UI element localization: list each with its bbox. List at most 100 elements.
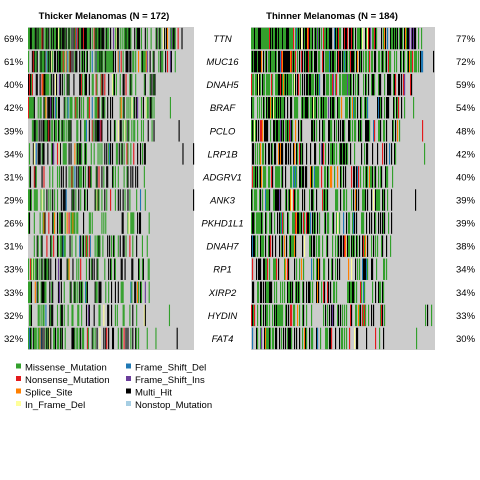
heatmap-cell (399, 73, 401, 96)
heatmap-cell (61, 73, 63, 96)
heatmap-cell (343, 120, 345, 142)
heatmap-cell (122, 235, 124, 257)
heatmap-cell (380, 97, 382, 119)
heatmap-cell (98, 120, 100, 142)
heatmap-cell (361, 212, 363, 234)
heatmap-cell (418, 27, 420, 50)
heatmap-cell (318, 258, 320, 280)
heatmap-cell (260, 166, 262, 188)
heatmap-cell (120, 327, 122, 350)
heatmap-cell (302, 281, 304, 304)
heatmap-cell (99, 235, 101, 257)
heatmap-cell (71, 166, 73, 188)
heatmap-cell (138, 258, 140, 280)
heatmap-cell (57, 27, 60, 50)
heatmap-cell (37, 281, 39, 304)
heatmap-cell (264, 258, 266, 280)
heatmap-cell (51, 97, 53, 119)
heatmap-cell (302, 97, 304, 119)
heatmap-cell (130, 166, 132, 188)
heatmap-cell (336, 212, 338, 234)
heatmap-cell (319, 235, 321, 257)
heatmap-cell (355, 120, 357, 142)
heatmap-cell (277, 189, 279, 211)
heatmap-cell (301, 143, 303, 165)
heatmap-cell (154, 73, 156, 96)
heatmap-cell (331, 97, 333, 119)
legend-label: Frame_Shift_Del (135, 363, 206, 374)
heatmap-cell (139, 143, 142, 165)
heatmap-cell (160, 27, 162, 50)
heatmap-cell (55, 97, 57, 119)
heatmap-cell (292, 212, 294, 234)
heatmap-cell (120, 120, 122, 142)
heatmap-cell (40, 50, 42, 73)
heatmap-cell (349, 212, 351, 234)
heatmap-cell (256, 73, 258, 96)
heatmap-cell (366, 27, 368, 50)
heatmap-cell (384, 304, 386, 327)
heatmap-cell (262, 235, 264, 257)
heatmap-cell (120, 143, 122, 165)
heatmap-cell (254, 166, 256, 188)
heatmap-cell (83, 143, 86, 165)
heatmap-cell (57, 97, 60, 119)
heatmap-cell (138, 50, 140, 73)
heatmap-cell (306, 327, 308, 350)
heatmap-cell (274, 212, 276, 234)
heatmap-cell (269, 212, 271, 234)
heatmap-cell (274, 50, 276, 73)
heatmap-cell (80, 27, 82, 50)
heatmap-cell (138, 212, 141, 234)
heatmap-cell (314, 50, 316, 73)
heatmap-cell (276, 166, 278, 188)
heatmap-cell (359, 258, 361, 280)
heatmap-cell (269, 73, 271, 96)
heatmap-cell (369, 120, 371, 142)
heatmap-cell (253, 166, 255, 188)
heatmap-cell (254, 189, 256, 211)
heatmap-cell (306, 73, 308, 96)
heatmap-cell (36, 120, 38, 142)
heatmap-cell (326, 27, 328, 50)
heatmap-cell (394, 143, 396, 165)
heatmap-cell (343, 189, 345, 211)
heatmap-cell (251, 97, 253, 119)
heatmap-cell (334, 281, 336, 304)
heatmap-cell (70, 281, 72, 304)
heatmap-cell (288, 327, 290, 350)
heatmap-cell (290, 27, 292, 50)
heatmap-cell (386, 50, 388, 73)
heatmap-cell (294, 304, 296, 327)
heatmap-cell (366, 327, 368, 350)
heatmap-cell (275, 304, 277, 327)
heatmap-cell (416, 327, 418, 350)
heatmap-cell (261, 50, 263, 73)
heatmap-cell (56, 143, 59, 165)
heatmap-cell (260, 327, 262, 350)
heatmap-cell (108, 304, 110, 327)
heatmap-cell (313, 97, 315, 119)
heatmap-cell (374, 166, 376, 188)
heatmap-cell (108, 143, 110, 165)
heatmap-cell (337, 166, 339, 188)
heatmap-cell (301, 166, 303, 188)
heatmap-cell (97, 143, 99, 165)
heatmap-cell (260, 258, 262, 280)
heatmap-cell (79, 97, 81, 119)
heatmap-cell (356, 327, 358, 350)
heatmap-cell (311, 235, 313, 257)
heatmap-cell (252, 50, 254, 73)
heatmap-cell (58, 27, 60, 50)
heatmap-cell (131, 212, 133, 234)
heatmap-cell (80, 235, 82, 257)
heatmap-cell (91, 212, 93, 234)
heatmap-cell (314, 143, 316, 165)
heatmap-cell (355, 258, 357, 280)
heatmap-cell (84, 189, 87, 211)
heatmap-cell (31, 258, 33, 280)
heatmap-cell (325, 97, 327, 119)
heatmap-cell (56, 27, 59, 50)
heatmap-cell (81, 27, 83, 50)
heatmap-cell (88, 304, 90, 327)
